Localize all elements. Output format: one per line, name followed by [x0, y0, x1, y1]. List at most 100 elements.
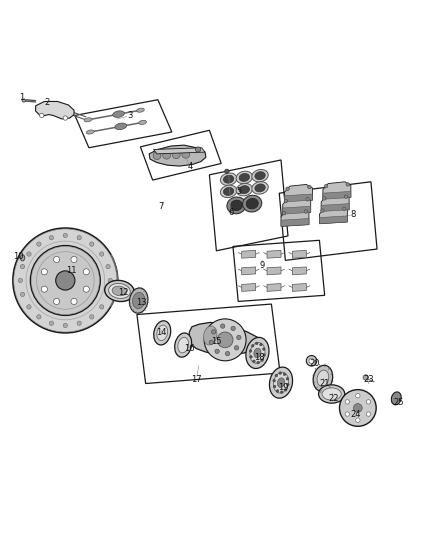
Text: 17: 17 [191, 375, 201, 384]
Circle shape [366, 412, 371, 416]
Ellipse shape [223, 175, 234, 183]
Circle shape [339, 390, 376, 426]
Circle shape [56, 271, 75, 290]
Ellipse shape [157, 325, 168, 341]
Circle shape [20, 264, 25, 269]
Polygon shape [285, 194, 312, 202]
Circle shape [356, 393, 360, 398]
Text: 4: 4 [188, 163, 193, 172]
Circle shape [41, 286, 47, 292]
Polygon shape [321, 194, 349, 212]
Circle shape [209, 340, 214, 344]
Polygon shape [189, 322, 259, 354]
Text: 22: 22 [328, 394, 339, 403]
Circle shape [99, 305, 104, 309]
Polygon shape [267, 251, 281, 258]
Text: 15: 15 [212, 337, 222, 346]
Ellipse shape [204, 326, 217, 345]
Circle shape [53, 256, 60, 263]
Circle shape [231, 326, 235, 330]
Ellipse shape [113, 111, 124, 117]
Polygon shape [153, 148, 205, 154]
Ellipse shape [246, 337, 269, 368]
Ellipse shape [220, 185, 237, 198]
Polygon shape [323, 182, 351, 199]
Circle shape [37, 242, 41, 246]
Text: 13: 13 [136, 298, 147, 307]
Ellipse shape [239, 185, 250, 193]
Ellipse shape [220, 173, 237, 185]
Circle shape [286, 187, 289, 190]
Ellipse shape [255, 172, 265, 180]
Text: 2: 2 [44, 98, 49, 107]
Ellipse shape [20, 255, 25, 261]
Ellipse shape [154, 321, 171, 345]
Ellipse shape [246, 198, 258, 209]
Polygon shape [35, 101, 74, 119]
Ellipse shape [115, 123, 127, 130]
Circle shape [343, 207, 346, 211]
Text: 5: 5 [236, 187, 241, 196]
Circle shape [220, 324, 225, 328]
Circle shape [63, 233, 67, 238]
Circle shape [257, 361, 259, 364]
Text: 9: 9 [259, 261, 265, 270]
Circle shape [353, 403, 362, 413]
Circle shape [37, 314, 41, 319]
Circle shape [162, 151, 170, 159]
Circle shape [77, 321, 81, 326]
Circle shape [13, 228, 118, 333]
Circle shape [249, 350, 252, 352]
Circle shape [344, 195, 348, 198]
Circle shape [204, 319, 246, 361]
Ellipse shape [317, 370, 329, 386]
Ellipse shape [269, 367, 293, 398]
Polygon shape [321, 204, 349, 212]
Circle shape [283, 212, 286, 215]
Text: 16: 16 [184, 344, 194, 353]
Ellipse shape [109, 284, 131, 298]
Polygon shape [242, 251, 256, 258]
Circle shape [234, 346, 239, 350]
Polygon shape [292, 267, 306, 275]
Circle shape [273, 379, 276, 382]
Ellipse shape [236, 171, 253, 184]
Circle shape [286, 377, 289, 380]
Ellipse shape [255, 184, 265, 192]
Circle shape [366, 400, 371, 404]
Circle shape [153, 152, 161, 159]
Ellipse shape [105, 280, 134, 302]
Polygon shape [292, 251, 306, 258]
Polygon shape [292, 284, 306, 292]
Text: 18: 18 [254, 353, 265, 362]
Circle shape [284, 199, 288, 203]
Ellipse shape [252, 182, 268, 194]
Circle shape [345, 412, 350, 416]
Ellipse shape [313, 365, 333, 391]
Ellipse shape [129, 288, 148, 313]
Ellipse shape [252, 169, 268, 182]
Polygon shape [283, 197, 311, 214]
Circle shape [273, 385, 276, 388]
Circle shape [321, 209, 324, 212]
Polygon shape [281, 209, 309, 227]
Text: 19: 19 [279, 383, 289, 392]
Polygon shape [319, 206, 347, 224]
Circle shape [89, 314, 94, 319]
Circle shape [345, 400, 350, 404]
Ellipse shape [22, 99, 25, 102]
Text: 24: 24 [350, 409, 360, 418]
Circle shape [20, 292, 25, 296]
Polygon shape [285, 184, 312, 202]
Circle shape [226, 351, 230, 356]
Text: 20: 20 [309, 359, 319, 368]
Ellipse shape [84, 118, 92, 122]
Polygon shape [149, 145, 206, 166]
Circle shape [18, 278, 22, 282]
Circle shape [346, 183, 350, 186]
Ellipse shape [254, 348, 261, 358]
Circle shape [260, 343, 262, 346]
Circle shape [217, 332, 233, 348]
Circle shape [279, 372, 282, 374]
Ellipse shape [137, 108, 144, 112]
